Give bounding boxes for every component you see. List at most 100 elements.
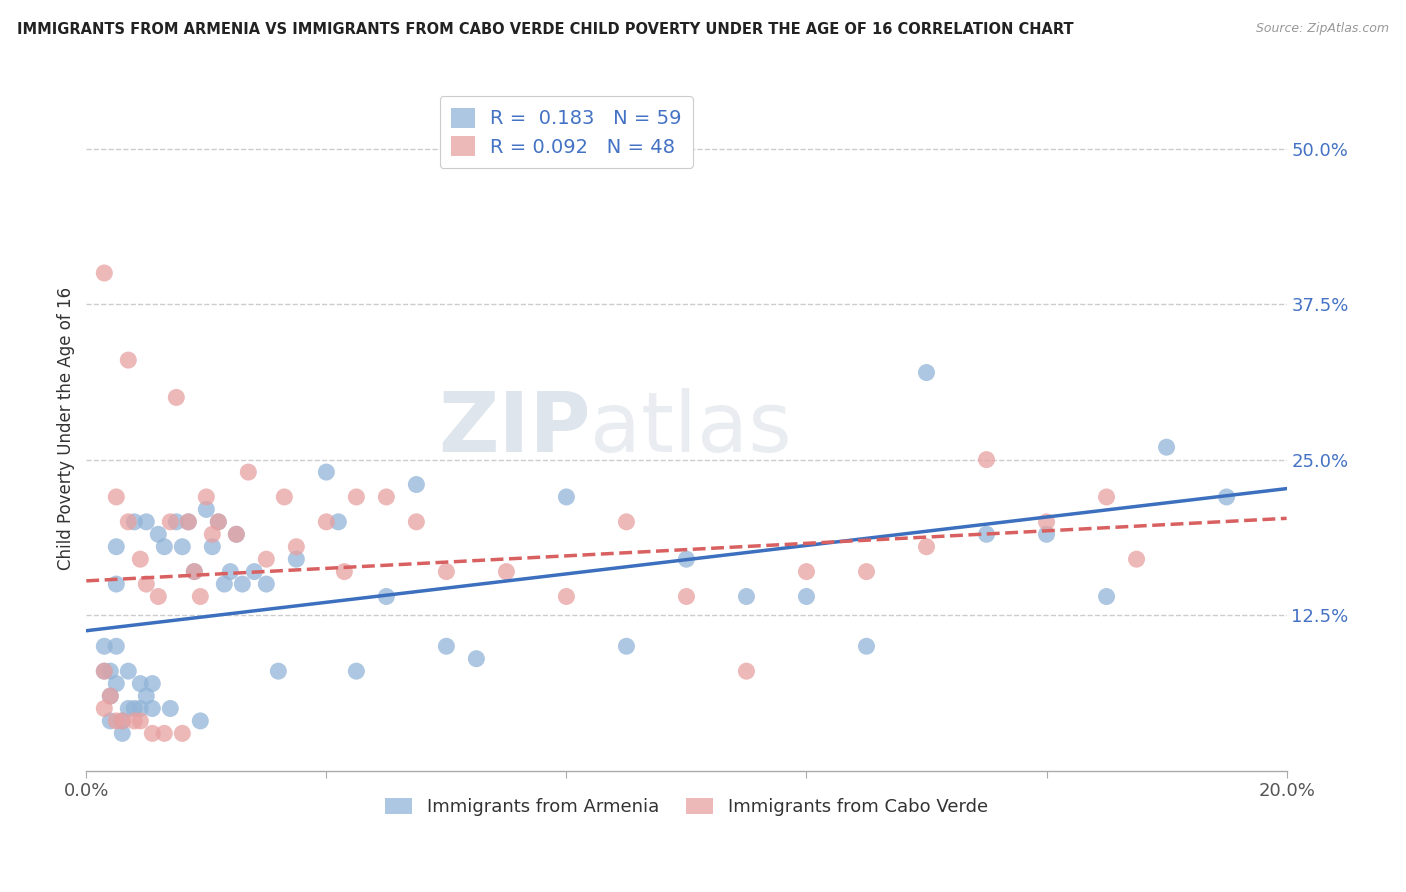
Point bbox=[616, 640, 638, 654]
Point bbox=[735, 664, 758, 678]
Point bbox=[98, 689, 121, 703]
Point bbox=[214, 577, 236, 591]
Point bbox=[117, 664, 139, 678]
Text: IMMIGRANTS FROM ARMENIA VS IMMIGRANTS FROM CABO VERDE CHILD POVERTY UNDER THE AG: IMMIGRANTS FROM ARMENIA VS IMMIGRANTS FR… bbox=[17, 22, 1074, 37]
Point bbox=[375, 490, 398, 504]
Point bbox=[98, 689, 121, 703]
Point bbox=[434, 565, 457, 579]
Point bbox=[915, 366, 938, 380]
Point bbox=[315, 465, 337, 479]
Text: Source: ZipAtlas.com: Source: ZipAtlas.com bbox=[1256, 22, 1389, 36]
Point bbox=[285, 540, 308, 554]
Point bbox=[93, 266, 115, 280]
Point bbox=[153, 540, 176, 554]
Point bbox=[105, 714, 128, 728]
Point bbox=[159, 515, 181, 529]
Y-axis label: Child Poverty Under the Age of 16: Child Poverty Under the Age of 16 bbox=[58, 287, 75, 570]
Point bbox=[555, 590, 578, 604]
Point bbox=[93, 640, 115, 654]
Point bbox=[105, 490, 128, 504]
Point bbox=[344, 490, 367, 504]
Point bbox=[238, 465, 260, 479]
Point bbox=[93, 664, 115, 678]
Point bbox=[177, 515, 200, 529]
Point bbox=[1095, 490, 1118, 504]
Point bbox=[105, 640, 128, 654]
Point bbox=[1125, 552, 1147, 566]
Point bbox=[172, 540, 194, 554]
Point bbox=[219, 565, 242, 579]
Point bbox=[195, 490, 218, 504]
Point bbox=[465, 651, 488, 665]
Point bbox=[129, 714, 152, 728]
Point bbox=[315, 515, 337, 529]
Point bbox=[165, 391, 187, 405]
Point bbox=[855, 640, 877, 654]
Point bbox=[117, 353, 139, 368]
Point bbox=[675, 552, 697, 566]
Point bbox=[796, 590, 818, 604]
Point bbox=[135, 515, 157, 529]
Point bbox=[1215, 490, 1237, 504]
Point bbox=[254, 552, 277, 566]
Point bbox=[243, 565, 266, 579]
Point bbox=[148, 527, 170, 541]
Point bbox=[141, 701, 163, 715]
Point bbox=[225, 527, 247, 541]
Point bbox=[105, 540, 128, 554]
Point bbox=[976, 452, 998, 467]
Point bbox=[172, 726, 194, 740]
Point bbox=[1095, 590, 1118, 604]
Point bbox=[616, 515, 638, 529]
Point bbox=[207, 515, 229, 529]
Point bbox=[231, 577, 253, 591]
Point bbox=[129, 676, 152, 690]
Point bbox=[129, 701, 152, 715]
Point bbox=[111, 714, 134, 728]
Point bbox=[1035, 527, 1057, 541]
Point bbox=[159, 701, 181, 715]
Point bbox=[405, 515, 427, 529]
Point bbox=[1156, 440, 1178, 454]
Point bbox=[1035, 515, 1057, 529]
Point bbox=[153, 726, 176, 740]
Point bbox=[273, 490, 295, 504]
Text: atlas: atlas bbox=[591, 388, 792, 469]
Point bbox=[98, 714, 121, 728]
Point bbox=[195, 502, 218, 516]
Point bbox=[98, 664, 121, 678]
Legend: Immigrants from Armenia, Immigrants from Cabo Verde: Immigrants from Armenia, Immigrants from… bbox=[378, 790, 995, 823]
Point bbox=[976, 527, 998, 541]
Point bbox=[254, 577, 277, 591]
Point bbox=[285, 552, 308, 566]
Point bbox=[93, 664, 115, 678]
Point bbox=[93, 701, 115, 715]
Point bbox=[188, 590, 211, 604]
Point bbox=[344, 664, 367, 678]
Point bbox=[141, 676, 163, 690]
Point bbox=[375, 590, 398, 604]
Point bbox=[124, 714, 146, 728]
Point bbox=[124, 515, 146, 529]
Point bbox=[555, 490, 578, 504]
Point bbox=[201, 540, 224, 554]
Point bbox=[124, 701, 146, 715]
Text: ZIP: ZIP bbox=[437, 388, 591, 469]
Point bbox=[735, 590, 758, 604]
Point bbox=[177, 515, 200, 529]
Point bbox=[105, 577, 128, 591]
Point bbox=[141, 726, 163, 740]
Point bbox=[129, 552, 152, 566]
Point bbox=[165, 515, 187, 529]
Point bbox=[207, 515, 229, 529]
Point bbox=[148, 590, 170, 604]
Point bbox=[267, 664, 290, 678]
Point bbox=[495, 565, 517, 579]
Point bbox=[675, 590, 697, 604]
Point bbox=[796, 565, 818, 579]
Point bbox=[135, 689, 157, 703]
Point bbox=[105, 676, 128, 690]
Point bbox=[855, 565, 877, 579]
Point bbox=[201, 527, 224, 541]
Point bbox=[183, 565, 205, 579]
